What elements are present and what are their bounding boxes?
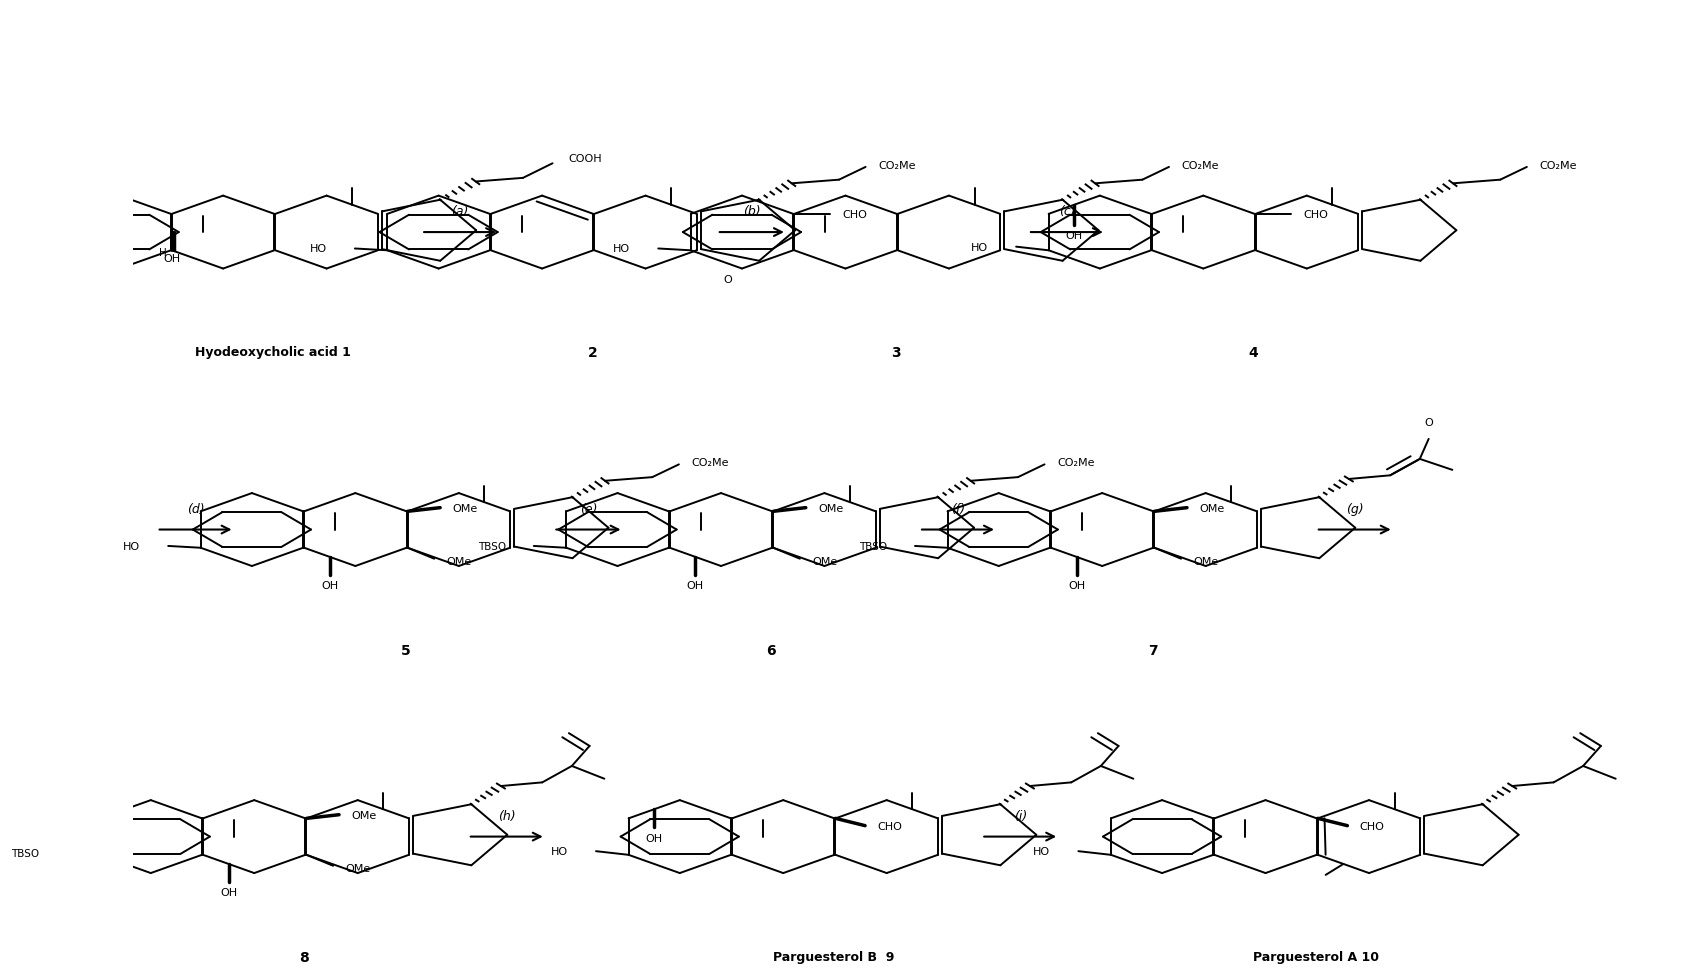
Text: 4: 4 <box>1249 346 1259 359</box>
Text: (d): (d) <box>186 502 205 516</box>
Text: O: O <box>724 275 733 285</box>
Text: 2: 2 <box>587 346 597 359</box>
Text: TBSO: TBSO <box>860 542 887 551</box>
Text: O: O <box>1425 418 1433 428</box>
Text: 8: 8 <box>299 950 310 963</box>
Text: 7: 7 <box>1147 642 1157 657</box>
Text: COOH: COOH <box>569 154 602 165</box>
Text: OH: OH <box>164 254 181 264</box>
Text: TBSO: TBSO <box>10 848 39 859</box>
Text: CO₂Me: CO₂Me <box>1058 458 1095 468</box>
Text: Hyodeoxycholic acid 1: Hyodeoxycholic acid 1 <box>196 346 352 359</box>
Text: CHO: CHO <box>1303 209 1328 220</box>
Text: OMe: OMe <box>352 810 377 820</box>
Text: 3: 3 <box>892 346 900 359</box>
Text: OH: OH <box>321 580 338 591</box>
Text: (i): (i) <box>1014 809 1027 822</box>
Text: CO₂Me: CO₂Me <box>1181 161 1218 171</box>
Text: 5: 5 <box>401 642 411 657</box>
Text: (f): (f) <box>951 502 964 516</box>
Text: OH: OH <box>1068 580 1085 591</box>
Text: TBSO: TBSO <box>477 542 506 551</box>
Text: OMe: OMe <box>1200 503 1225 514</box>
Text: H: H <box>159 248 166 258</box>
Text: OMe: OMe <box>447 556 472 566</box>
Text: OH: OH <box>1066 231 1083 240</box>
Text: HO: HO <box>552 846 569 857</box>
Text: (h): (h) <box>497 809 516 822</box>
Text: CHO: CHO <box>843 209 866 220</box>
Text: (a): (a) <box>452 205 469 218</box>
Text: (c): (c) <box>1059 205 1074 218</box>
Text: CO₂Me: CO₂Me <box>692 458 729 468</box>
Text: CHO: CHO <box>1360 822 1384 831</box>
Text: HO: HO <box>613 244 631 254</box>
Text: OMe: OMe <box>452 503 477 514</box>
Text: CHO: CHO <box>878 822 902 831</box>
Text: HO: HO <box>310 244 327 254</box>
Text: HO: HO <box>971 242 988 252</box>
Text: (e): (e) <box>580 502 597 516</box>
Text: CO₂Me: CO₂Me <box>878 161 915 171</box>
Text: Parguesterol B  9: Parguesterol B 9 <box>773 950 893 962</box>
Text: OMe: OMe <box>1193 556 1218 566</box>
Text: (b): (b) <box>743 205 761 218</box>
Text: Parguesterol A 10: Parguesterol A 10 <box>1252 950 1379 962</box>
Text: CO₂Me: CO₂Me <box>1540 161 1577 171</box>
Text: (g): (g) <box>1345 502 1364 516</box>
Text: OH: OH <box>220 888 237 897</box>
Text: 6: 6 <box>766 642 777 657</box>
Text: HO: HO <box>1034 846 1051 857</box>
Text: HO: HO <box>124 542 140 551</box>
Text: OH: OH <box>687 580 704 591</box>
Text: OMe: OMe <box>345 862 371 873</box>
Text: OMe: OMe <box>819 503 844 514</box>
Text: OH: OH <box>646 832 663 843</box>
Text: OMe: OMe <box>812 556 838 566</box>
